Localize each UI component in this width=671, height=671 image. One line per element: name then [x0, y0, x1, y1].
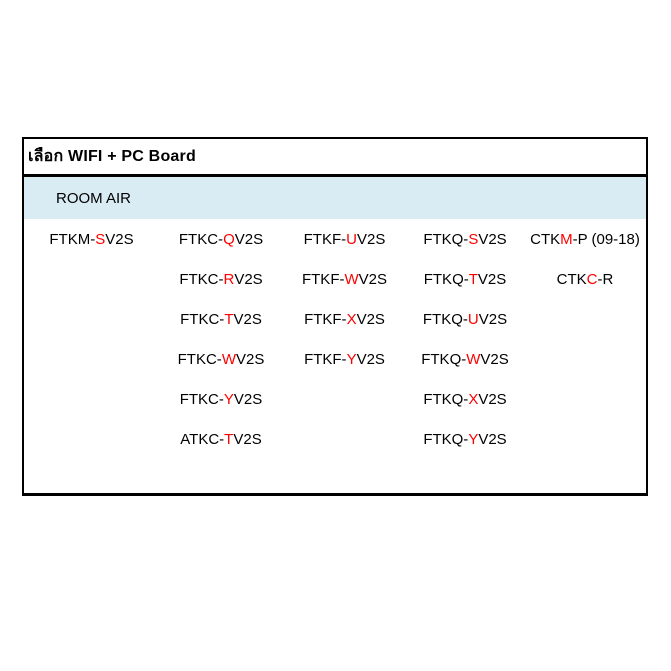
model-ftkc-yv2s: FTKC- Y V2S — [179, 390, 263, 408]
highlighted-letter: W — [344, 270, 359, 288]
model-ftkc-wv2s: FTKC- W V2S — [177, 350, 265, 368]
highlighted-letter: C — [586, 270, 598, 288]
highlighted-letter: Y — [346, 350, 357, 368]
section-header-row: ROOM AIR — [24, 177, 646, 219]
model-ftkm-sv2s: FTKM- S V2S — [49, 230, 134, 248]
highlighted-letter: Y — [468, 430, 479, 448]
highlighted-letter: M — [560, 230, 573, 248]
model-ftkf-uv2s: FTKF- U V2S — [303, 230, 386, 248]
model-ftkq-xv2s: FTKQ- X V2S — [423, 390, 507, 408]
highlighted-letter: U — [467, 310, 479, 328]
model-ftkc-tv2s: FTKC- T V2S — [180, 310, 262, 328]
model-ftkq-sv2s: FTKQ- S V2S — [423, 230, 507, 248]
model-ftkf-wv2s: FTKF- W V2S — [301, 270, 388, 288]
model-ctkc-r: CTK C -R — [556, 270, 614, 288]
highlighted-letter: T — [468, 270, 478, 288]
highlighted-letter: T — [224, 310, 234, 328]
highlighted-letter: Y — [223, 390, 234, 408]
model-ftkq-yv2s: FTKQ- Y V2S — [423, 430, 507, 448]
highlighted-letter: X — [346, 310, 357, 328]
highlighted-letter: S — [95, 230, 106, 248]
model-ctkm-p-09-18: CTK M -P (09-18) — [530, 230, 640, 248]
model-grid: FTKM- S V2S FTKC- Q V2S FTKC- R V2S FTKC- T V2S FTKC… — [24, 219, 646, 493]
model-ftkf-xv2s: FTKF- X V2S — [304, 310, 385, 328]
model-ftkq-tv2s: FTKQ- T V2S — [423, 270, 507, 288]
highlighted-letter: S — [468, 230, 479, 248]
table-title-row: เลือก WIFI + PC Board — [24, 139, 646, 177]
model-ftkq-wv2s: FTKQ- W V2S — [421, 350, 509, 368]
table-title: เลือก WIFI + PC Board — [28, 148, 196, 165]
wifi-pcboard-selection-table: เลือก WIFI + PC Board ROOM AIR FTKM- S V2S… — [22, 137, 648, 496]
section-header-label: ROOM AIR — [56, 189, 132, 207]
highlighted-letter: R — [223, 270, 235, 288]
model-ftkc-qv2s: FTKC- Q V2S — [178, 230, 264, 248]
model-ftkc-rv2s: FTKC- R V2S — [179, 270, 263, 288]
model-ftkq-uv2s: FTKQ- U V2S — [422, 310, 508, 328]
highlighted-letter: W — [221, 350, 236, 368]
highlighted-letter: T — [224, 430, 234, 448]
highlighted-letter: Q — [223, 230, 235, 248]
highlighted-letter: W — [466, 350, 481, 368]
highlighted-letter: U — [346, 230, 357, 248]
model-atkc-tv2s: ATKC- T V2S — [180, 430, 262, 448]
model-ftkf-yv2s: FTKF- Y V2S — [304, 350, 385, 368]
highlighted-letter: X — [468, 390, 479, 408]
